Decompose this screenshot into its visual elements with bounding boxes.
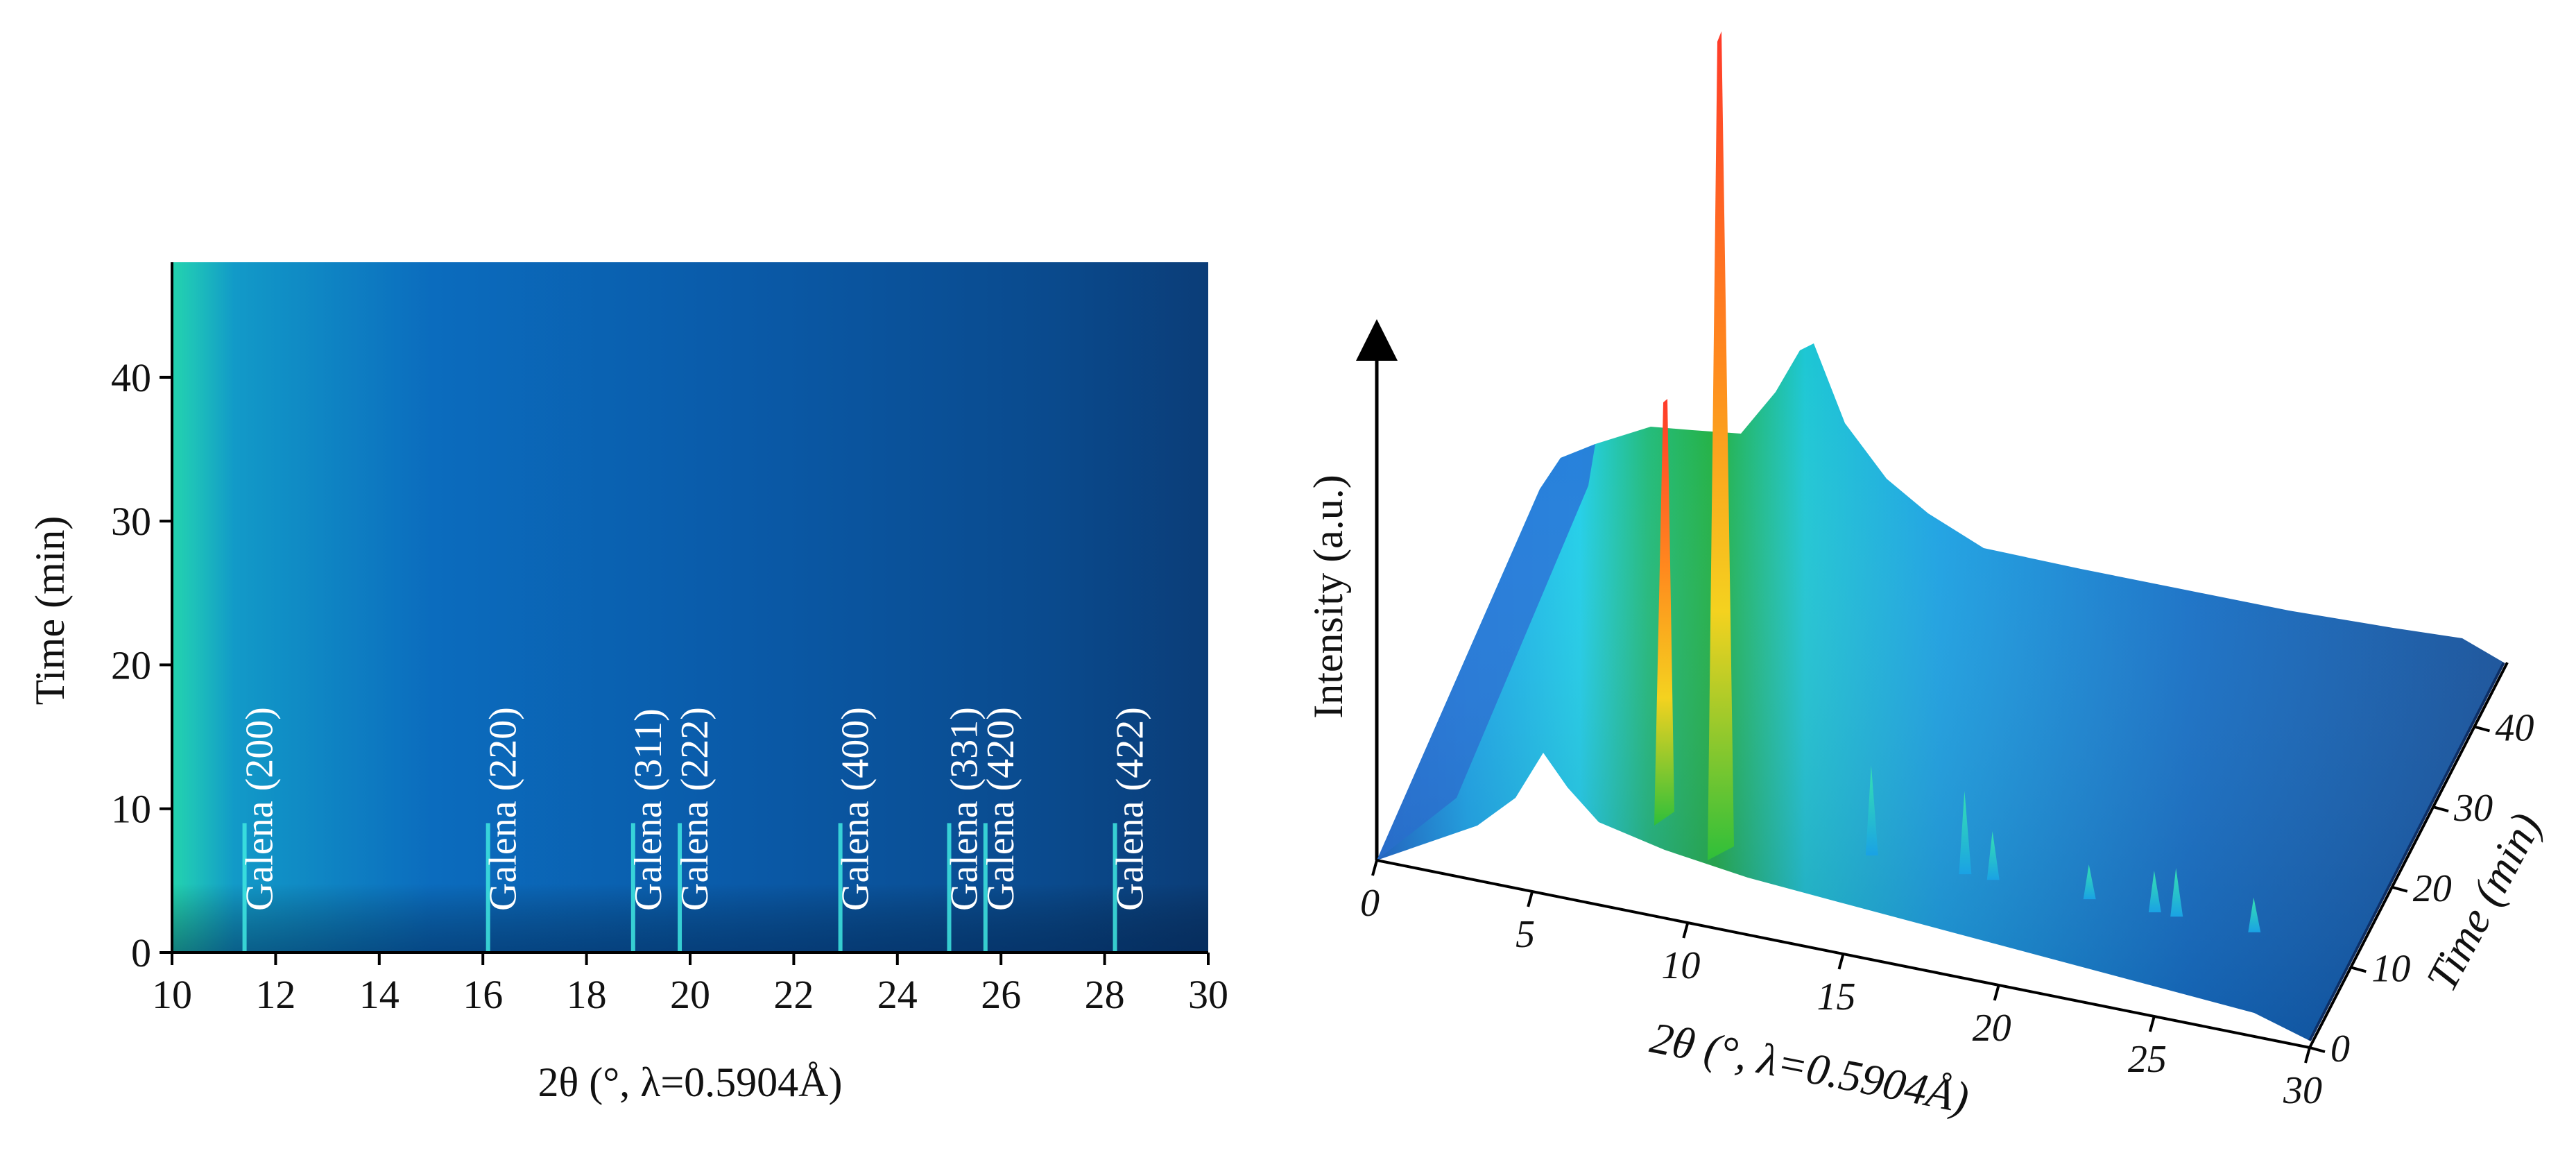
surface-y-tick-mark-0 [2309, 1046, 2326, 1053]
heatmap-bottom-shade [172, 262, 1208, 953]
surface-y-tick-label-10: 10 [2371, 947, 2410, 990]
surface-x-tick-mark-15 [1837, 953, 1845, 970]
surface-y-tick-mark-30 [2432, 805, 2449, 813]
minor-peak-1 [1865, 765, 1878, 856]
peak-label-5: Galena (400) [834, 707, 877, 911]
surface-x-tick-mark-30 [2304, 1047, 2311, 1064]
peak-line-8 [1113, 823, 1117, 953]
peak-label-7: Galena (420) [979, 707, 1022, 911]
peak-label-4: Galena (222) [673, 707, 716, 911]
surface-y-tick-mark-10 [2350, 966, 2367, 973]
surface-x-tick-label-25: 25 [2128, 1038, 2167, 1081]
peak-line-6 [947, 823, 952, 953]
surface-x-tick-mark-25 [2148, 1016, 2156, 1032]
x-tick-label-24: 24 [877, 972, 918, 1017]
minor-peak-6 [2170, 868, 2183, 917]
peak-label-6: Galena (331) [943, 707, 986, 911]
heatmap-x-ticks: 10 12 14 16 18 20 22 24 26 28 30 [152, 951, 1228, 1017]
peak-label-8: Galena (422) [1109, 707, 1152, 911]
peak-line-4 [678, 823, 682, 953]
surface-shade [1377, 343, 2504, 1041]
peak-label-2: Galena (220) [482, 707, 525, 911]
surface-x-tick-label-0: 0 [1360, 882, 1380, 925]
peak-line-5 [838, 823, 843, 953]
surface-x-tick-mark-5 [1527, 891, 1534, 907]
y-tick-label-0: 0 [131, 930, 151, 975]
surface-x-tick-mark-20 [1993, 984, 2000, 1001]
peak-label-3: Galena (311) [627, 708, 670, 911]
minor-peak-5 [2148, 871, 2161, 912]
peak-line-1 [242, 823, 247, 953]
x-tick-label-18: 18 [567, 972, 607, 1017]
surface-right-edge [2308, 662, 2505, 1041]
heatmap-peak-lines [242, 823, 1117, 953]
x-tick-label-16: 16 [463, 972, 503, 1017]
surface-x-axis-label: 2θ (°, λ=0.5904Å) [1647, 1013, 1973, 1123]
tall-peak-1 [1654, 399, 1674, 826]
surface-x-tick-mark-0 [1371, 860, 1378, 876]
y-tick-label-30: 30 [111, 499, 151, 544]
surface-y-tick-label-30: 30 [2453, 787, 2493, 830]
x-tick-label-28: 28 [1085, 972, 1125, 1017]
surface-x-tick-label-15: 15 [1817, 975, 1856, 1018]
surface-x-tick-mark-10 [1682, 922, 1690, 939]
minor-peak-3 [1986, 831, 2000, 880]
x-tick-label-22: 22 [773, 972, 814, 1017]
x-tick-label-12: 12 [255, 972, 295, 1017]
y-tick-label-40: 40 [111, 355, 151, 400]
heatmap-y-axis-label: Time (min) [27, 516, 73, 706]
y-tick-label-10: 10 [111, 787, 151, 832]
surface-minor-peaks [1865, 765, 2261, 932]
y-tick-label-20: 20 [111, 642, 151, 688]
surface-x-tick-label-20: 20 [1973, 1007, 2011, 1050]
peak-line-7 [983, 823, 988, 953]
x-tick-label-30: 30 [1188, 972, 1228, 1017]
surface-y-tick-label-20: 20 [2413, 867, 2452, 910]
surface-y-tick-label-0: 0 [2330, 1027, 2350, 1070]
surface-y-tick-label-40: 40 [2496, 707, 2534, 750]
heatmap-x-axis-label: 2θ (°, λ=0.5904Å) [538, 1059, 843, 1105]
surface-x-ticks: 0 5 10 15 20 25 30 [1360, 860, 2322, 1112]
tall-peak-2 [1708, 31, 1734, 860]
x-tick-label-10: 10 [152, 972, 192, 1017]
peak-line-3 [630, 823, 635, 953]
peak-label-1: Galena (200) [239, 707, 282, 911]
x-tick-label-20: 20 [670, 972, 710, 1017]
surface-y-tick-mark-40 [2473, 725, 2491, 733]
minor-peak-2 [1959, 791, 1972, 875]
heatmap-y-ticks: 0 10 20 30 40 [111, 262, 173, 975]
x-tick-label-26: 26 [981, 972, 1021, 1017]
heatmap-peak-labels: Galena (200) Galena (220) Galena (311) Gale… [239, 707, 1152, 911]
surface-y-tick-mark-20 [2392, 885, 2408, 893]
peak-line-2 [486, 823, 490, 953]
surface-x-tick-label-10: 10 [1661, 944, 1700, 987]
surface-x-tick-label-30: 30 [2283, 1069, 2322, 1112]
minor-peak-7 [2248, 897, 2261, 932]
heatmap-chart: Galena (200) Galena (220) Galena (311) Gale… [27, 262, 1228, 1105]
surface-x-tick-label-5: 5 [1515, 913, 1535, 956]
minor-peak-4 [2083, 864, 2096, 900]
intensity-axis-label: Intensity (a.u.) [1305, 475, 1351, 719]
x-tick-label-14: 14 [359, 972, 400, 1017]
